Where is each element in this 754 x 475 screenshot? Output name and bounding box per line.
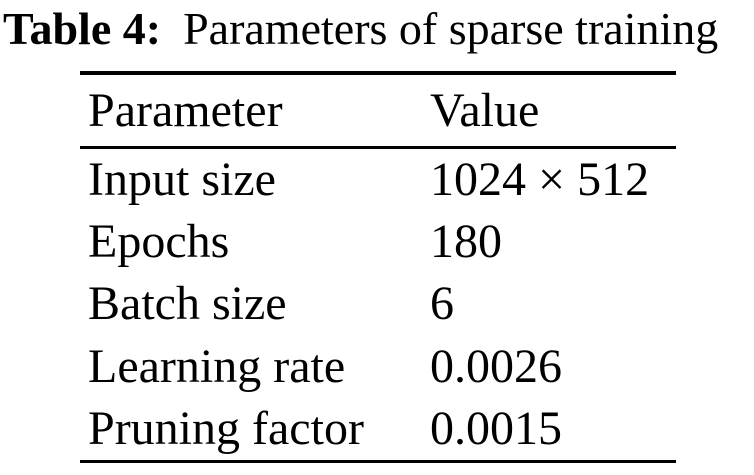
table-caption-label: Table 4: bbox=[3, 3, 162, 54]
table-row-pruning-factor: Pruning factor 0.0015 bbox=[80, 398, 676, 460]
table-header-row: Parameter Value bbox=[80, 75, 676, 146]
value-cell: 6 bbox=[430, 277, 454, 331]
param-cell: Epochs bbox=[88, 215, 230, 269]
parameters-table: Parameter Value Input size 1024 × 512 Ep… bbox=[80, 71, 676, 463]
param-cell: Pruning factor bbox=[88, 401, 364, 455]
param-cell: Input size bbox=[88, 153, 276, 207]
value-cell: 180 bbox=[430, 215, 502, 269]
table-caption: Table 4: Parameters of sparse training bbox=[3, 0, 718, 58]
value-cell: 0.0015 bbox=[430, 401, 562, 455]
param-cell: Batch size bbox=[88, 277, 287, 331]
value-cell: 0.0026 bbox=[430, 339, 562, 393]
param-cell: Learning rate bbox=[88, 339, 346, 393]
table-caption-text: Parameters of sparse training bbox=[183, 3, 719, 54]
table-row-learning-rate: Learning rate 0.0026 bbox=[80, 336, 676, 398]
table-midrule bbox=[80, 146, 676, 149]
column-header-parameter: Parameter bbox=[88, 83, 283, 137]
table-row-input-size: Input size 1024 × 512 bbox=[80, 149, 676, 211]
table-row-epochs: Epochs 180 bbox=[80, 211, 676, 273]
value-cell: 1024 × 512 bbox=[430, 153, 650, 207]
column-header-value: Value bbox=[430, 83, 540, 137]
table-row-batch-size: Batch size 6 bbox=[80, 273, 676, 335]
